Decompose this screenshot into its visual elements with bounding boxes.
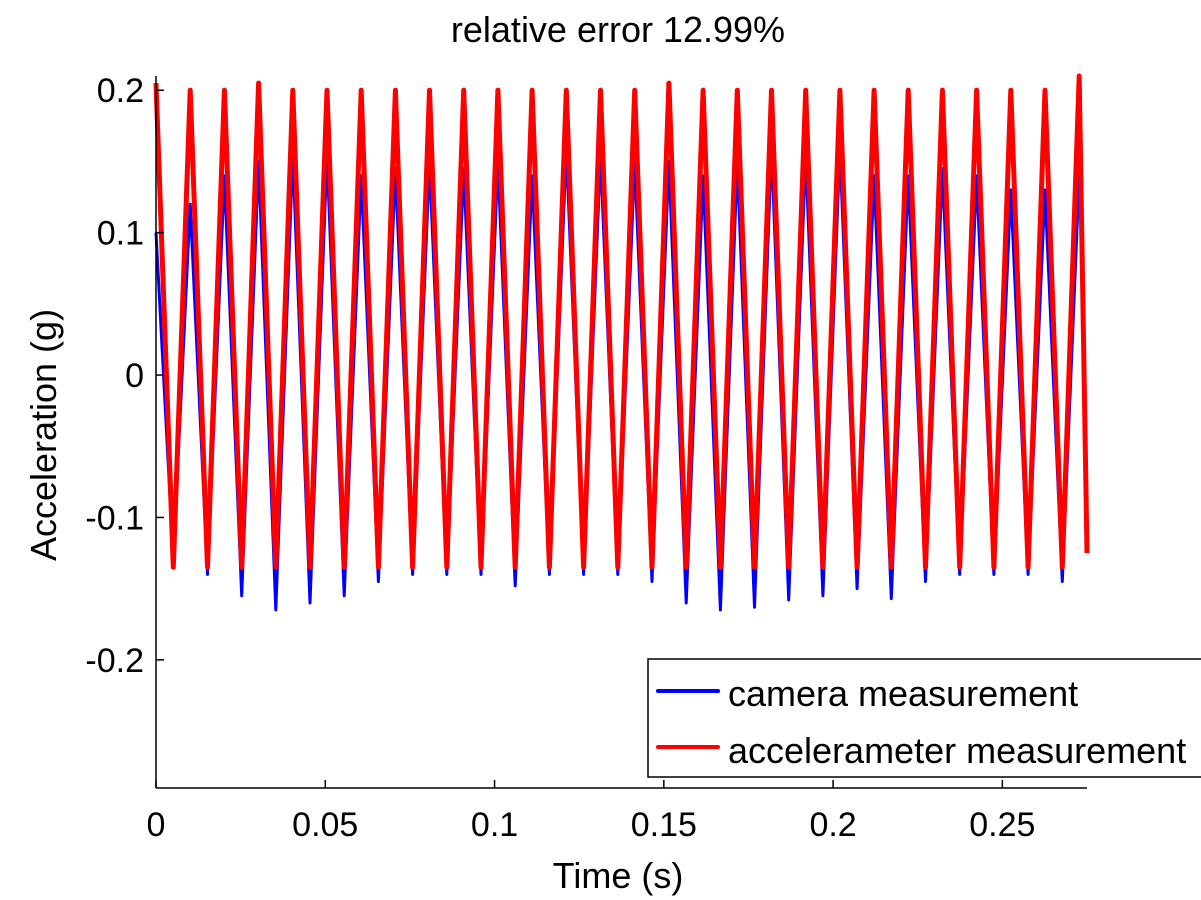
y-tick-label: -0.2 bbox=[85, 642, 144, 680]
chart-title: relative error 12.99% bbox=[451, 9, 785, 50]
y-tick-label: 0.1 bbox=[97, 215, 144, 253]
axes bbox=[155, 76, 1087, 789]
legend-box bbox=[647, 658, 1201, 778]
y-tick-label: 0.2 bbox=[97, 72, 144, 110]
legend: camera measurement accelerameter measure… bbox=[647, 658, 1201, 778]
x-axis-label: Time (s) bbox=[553, 855, 684, 896]
x-tick-label: 0.2 bbox=[809, 806, 856, 844]
y-tick-label: 0 bbox=[125, 357, 144, 395]
series-line-camera bbox=[154, 145, 1081, 612]
series-line-accelerometer bbox=[153, 73, 1090, 570]
ticks: 0 0.05 0.1 0.15 0.2 0.25 -0.2 -0.1 0 0.1 0.2 bbox=[85, 72, 1035, 844]
x-tick-label: 0 bbox=[147, 806, 166, 844]
y-tick-label: -0.1 bbox=[85, 499, 144, 537]
x-tick-label: 0.05 bbox=[292, 806, 358, 844]
x-tick-label: 0.15 bbox=[631, 806, 697, 844]
x-tick-label: 0.25 bbox=[969, 806, 1035, 844]
y-axis-label: Acceleration (g) bbox=[23, 309, 64, 561]
legend-label-accelerometer: accelerameter measurement bbox=[728, 730, 1186, 771]
series-layer bbox=[153, 73, 1090, 612]
legend-label-camera: camera measurement bbox=[728, 673, 1078, 714]
x-tick-label: 0.1 bbox=[471, 806, 518, 844]
